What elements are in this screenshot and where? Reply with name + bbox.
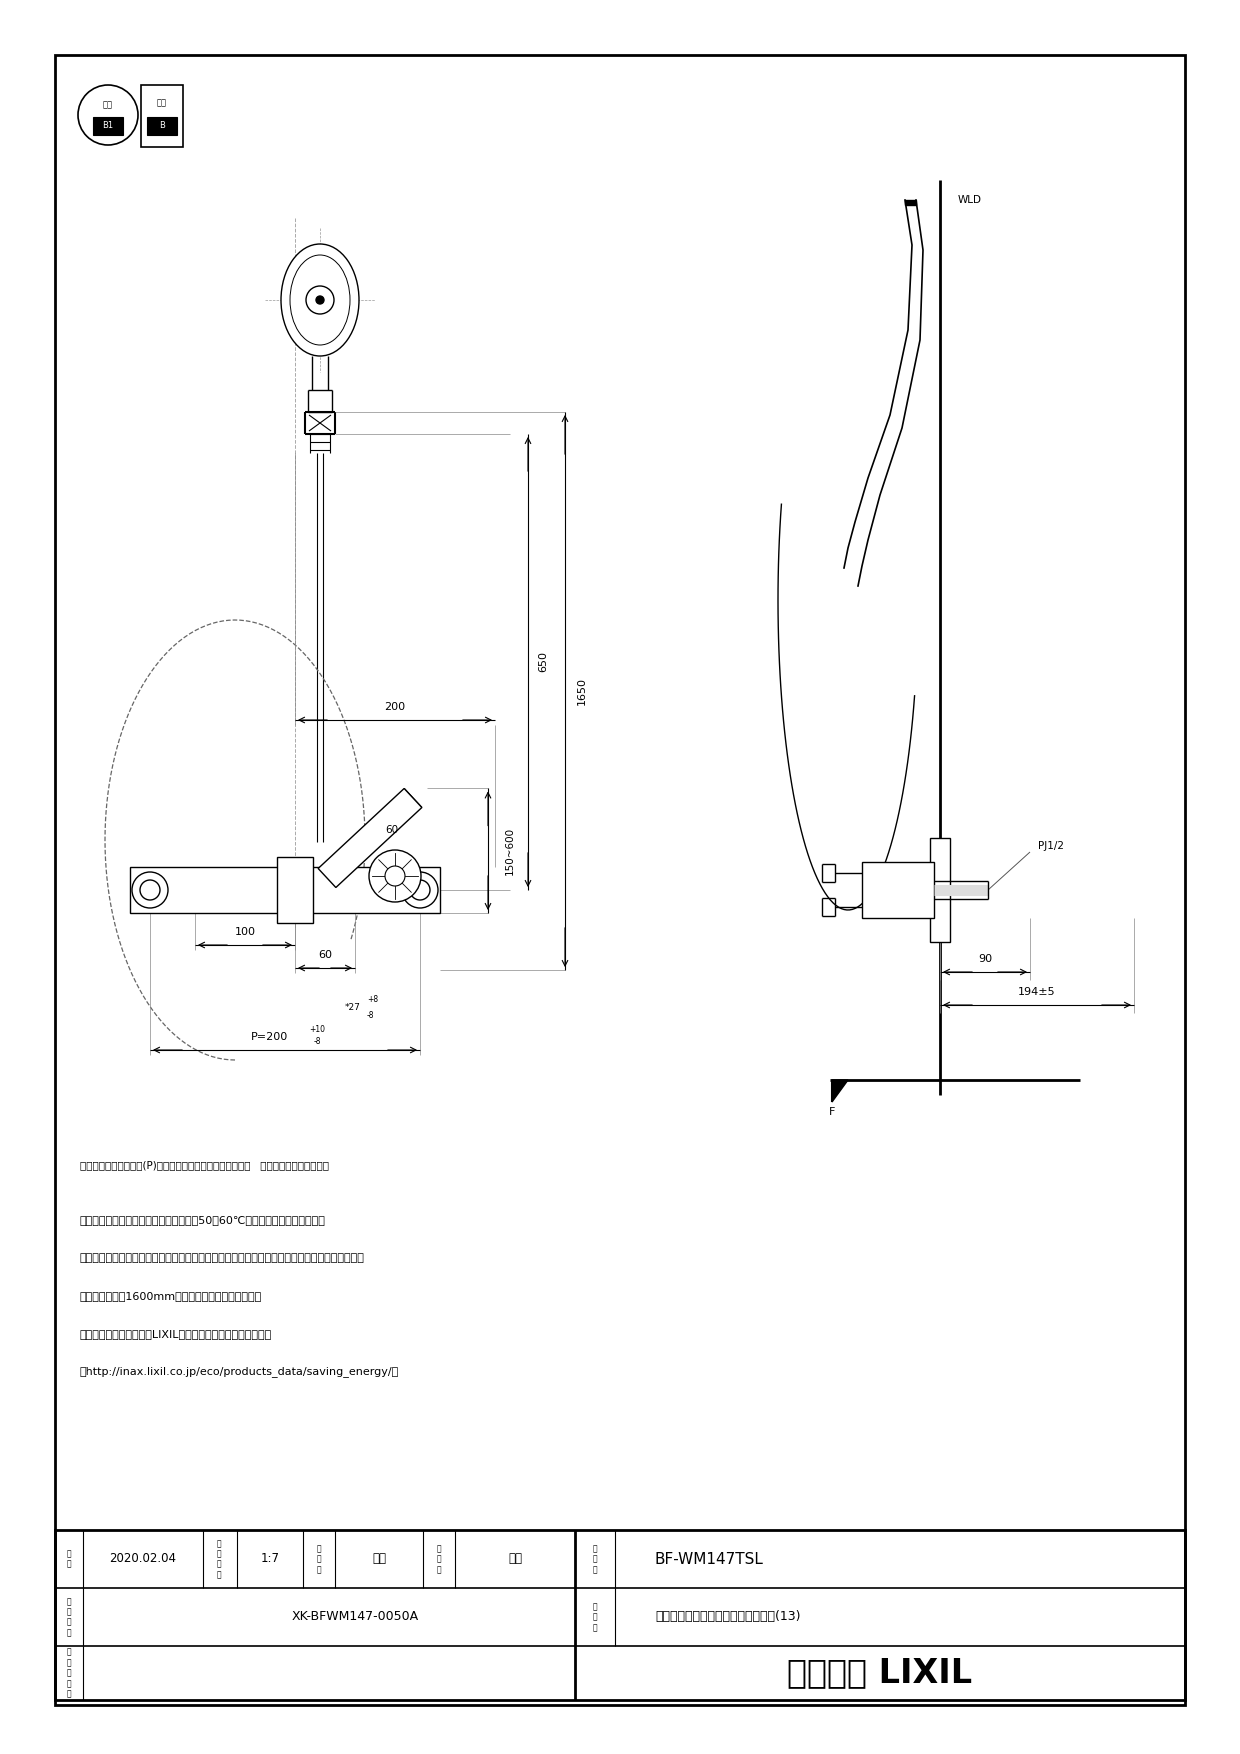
Text: ・前湯記号については、LIXILホームページを参照ください。: ・前湯記号については、LIXILホームページを参照ください。 (81, 1330, 273, 1338)
Polygon shape (905, 200, 916, 205)
Text: +10: +10 (309, 1026, 325, 1035)
Bar (55, 1529, 1185, 1700)
Circle shape (140, 881, 160, 900)
Bar (130, 866, 440, 914)
Text: 1:7: 1:7 (260, 1552, 279, 1566)
Text: B: B (159, 121, 165, 130)
Text: 検
図
員: 検 図 員 (436, 1544, 441, 1573)
Text: P=200: P=200 (252, 1031, 289, 1042)
Bar (148, 118, 177, 135)
Circle shape (316, 296, 324, 303)
Text: 共
通
事
項
考: 共 通 事 項 考 (67, 1647, 72, 1698)
Text: 日
付: 日 付 (67, 1549, 72, 1568)
Ellipse shape (290, 254, 350, 346)
Text: 尺
度
反
実: 尺 度 反 実 (217, 1538, 221, 1579)
Circle shape (306, 286, 334, 314)
Bar (930, 838, 950, 942)
Text: XK-BFWM147-0050A: XK-BFWM147-0050A (291, 1610, 419, 1624)
Text: BF-WM147TSL: BF-WM147TSL (655, 1552, 764, 1566)
Text: 金山: 金山 (372, 1552, 386, 1566)
Text: 磯崎: 磯崎 (508, 1552, 522, 1566)
Text: ・シャワーヘッドは乱暴に扱わないで下さい。メッキがはがれて、ケガをする恐れがあります。: ・シャワーヘッドは乱暴に扱わないで下さい。メッキがはがれて、ケガをする恐れがあり… (81, 1252, 365, 1263)
Text: *27: *27 (345, 1003, 361, 1012)
Bar (862, 861, 934, 917)
Text: WLD: WLD (959, 195, 982, 205)
Text: 節湯: 節湯 (103, 100, 113, 109)
Text: +8: +8 (367, 996, 378, 1005)
Bar (277, 858, 312, 923)
Text: 90: 90 (978, 954, 992, 965)
Text: ＊印寸法は配管ピッチ(P)が最大・最小の場合を（標準寸法   最大）で示しています。: ＊印寸法は配管ピッチ(P)が最大・最小の場合を（標準寸法 最大）で示しています。 (81, 1159, 329, 1170)
Text: 製
図
員: 製 図 員 (316, 1544, 321, 1573)
Text: 150~600: 150~600 (505, 826, 515, 875)
Text: 品
名
称: 品 名 称 (593, 1601, 598, 1631)
Circle shape (384, 866, 405, 886)
Polygon shape (319, 789, 422, 888)
Text: 60: 60 (317, 951, 332, 959)
Text: 60: 60 (386, 824, 398, 835)
Text: 100: 100 (234, 928, 255, 937)
Text: 図
面
番
号: 図 面 番 号 (67, 1596, 72, 1636)
Text: 1650: 1650 (577, 677, 587, 705)
Text: B1: B1 (103, 121, 114, 130)
Text: PJ1/2: PJ1/2 (1038, 840, 1064, 851)
Text: サーモスタット付シャワーバス水栓(13): サーモスタット付シャワーバス水栓(13) (655, 1610, 801, 1624)
Polygon shape (832, 1080, 848, 1102)
Text: 200: 200 (384, 702, 405, 712)
Text: ・〈ホース長さ1600mm、温度調節ハンドル調整要〉: ・〈ホース長さ1600mm、温度調節ハンドル調整要〉 (81, 1291, 262, 1301)
Circle shape (131, 872, 167, 909)
Circle shape (78, 84, 138, 146)
Bar (141, 84, 184, 147)
Text: 株式会社 LIXIL: 株式会社 LIXIL (787, 1656, 972, 1689)
Text: 194±5: 194±5 (1018, 988, 1055, 996)
Text: -8: -8 (367, 1012, 374, 1021)
Text: 節湯: 節湯 (157, 98, 167, 107)
Text: 650: 650 (538, 651, 548, 672)
Text: （http://inax.lixil.co.jp/eco/products_data/saving_energy/）: （http://inax.lixil.co.jp/eco/products_da… (81, 1366, 399, 1377)
Text: F: F (828, 1107, 836, 1117)
Ellipse shape (281, 244, 360, 356)
Bar (93, 118, 123, 135)
Circle shape (370, 851, 422, 902)
Text: 品
番
名: 品 番 名 (593, 1544, 598, 1573)
Text: ・適温の湯を出すためには給湯器の温度50～60℃の設定をおすすめします。: ・適温の湯を出すためには給湯器の温度50～60℃の設定をおすすめします。 (81, 1216, 326, 1224)
Text: -8: -8 (314, 1038, 321, 1047)
Text: 2020.02.04: 2020.02.04 (109, 1552, 176, 1566)
Circle shape (410, 881, 430, 900)
Circle shape (402, 872, 438, 909)
